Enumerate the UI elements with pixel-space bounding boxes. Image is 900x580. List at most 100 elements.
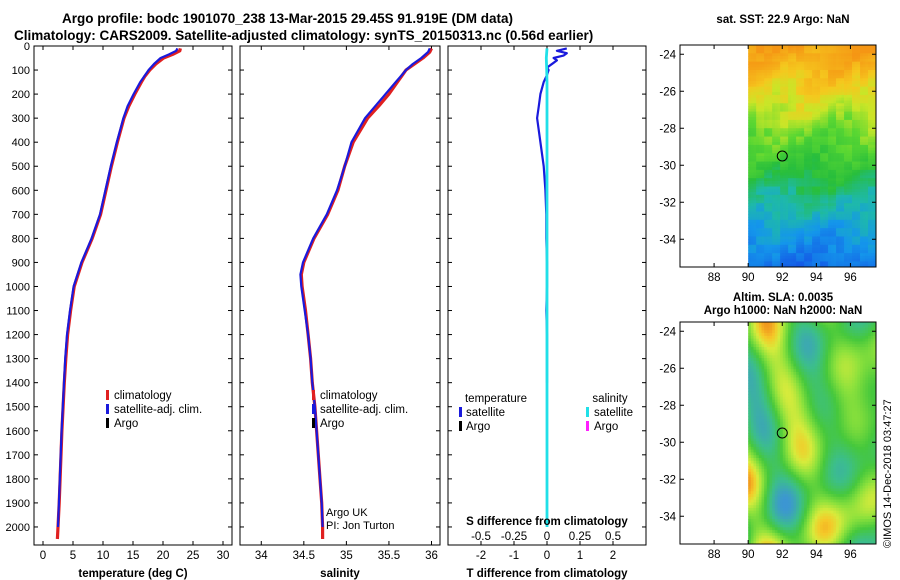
heatmap-cell [868,94,872,99]
heatmap-cell [857,360,861,365]
heatmap-cell [833,131,837,135]
heatmap-cell [782,133,786,137]
heatmap-cell [844,366,848,370]
heatmap-cell [865,100,869,104]
difference-series-temperature-satellite [535,47,568,383]
heatmap-cell [817,338,821,342]
heatmap-cell [838,86,842,90]
heatmap-cell [830,61,834,65]
heatmap-cell [846,366,850,370]
heatmap-cell [780,86,784,90]
heatmap-cell [769,147,773,151]
heatmap-cell [772,205,776,210]
heatmap-cell [812,239,816,243]
heatmap-cell [860,97,864,101]
heatmap-cell [854,330,858,334]
heatmap-cell [814,244,818,248]
heatmap-cell [841,75,845,79]
heatmap-cell [804,92,808,96]
heatmap-cell [838,153,842,157]
heatmap-cell [774,358,778,362]
heatmap-cell [753,352,757,356]
heatmap-cell [788,47,792,51]
heatmap-cell [828,335,832,340]
heatmap-cell [825,189,829,193]
heatmap-cell [849,89,853,93]
heatmap-cell [828,352,832,356]
heatmap-cell [865,183,869,187]
heatmap-cell [796,128,800,132]
heatmap-cell [854,81,858,85]
heatmap-cell [796,144,800,149]
heatmap-cell [820,69,824,74]
heatmap-cell [841,233,845,237]
heatmap-cell [777,225,781,229]
heatmap-cell [777,75,781,79]
heatmap-cell [849,338,853,342]
heatmap-cell [753,111,757,115]
heatmap-cell [798,156,802,160]
heatmap-cell [865,264,869,268]
heatmap-cell [782,83,786,88]
heatmap-cell [761,189,765,193]
heatmap-cell [804,327,808,331]
heatmap-cell [753,335,757,340]
heatmap-cell [780,247,784,251]
heatmap-cell [846,360,850,365]
heatmap-cell [820,180,824,185]
heatmap-cell [804,338,808,342]
heatmap-cell [785,67,789,71]
x-tick-label: 0 [544,550,550,562]
heatmap-cell [814,366,818,370]
heatmap-cell [785,363,789,367]
heatmap-cell [756,169,760,174]
heatmap-cell [769,214,773,218]
heatmap-cell [753,108,757,112]
heatmap-cell [804,136,808,140]
heatmap-cell [873,355,877,359]
heatmap-cell [804,117,808,121]
heatmap-cell [798,131,802,135]
heatmap-cell [780,169,784,174]
heatmap-cell [753,164,757,168]
heatmap-cell [836,236,840,240]
heatmap-cell [780,341,784,345]
heatmap-cell [854,92,858,96]
heatmap-cell [793,358,797,362]
heatmap-cell [844,200,848,204]
heatmap-cell [780,128,784,132]
heatmap-cell [756,253,760,257]
heatmap-cell [833,50,837,54]
heatmap-cell [772,349,776,353]
heatmap-cell [774,203,778,207]
heatmap-cell [750,183,754,187]
heatmap-cell [750,352,754,356]
heatmap-cell [777,346,781,351]
heatmap-cell [814,194,818,199]
heatmap-cell [860,58,864,63]
heatmap-cell [753,239,757,243]
heatmap-cell [790,324,794,328]
heatmap-cell [828,131,832,135]
heatmap-cell [849,133,853,137]
heatmap-cell [868,327,872,331]
heatmap-cell [865,156,869,160]
heatmap-cell [764,366,768,370]
heatmap-cell [841,128,845,132]
heatmap-cell [817,58,821,63]
heatmap-cell [758,69,762,74]
depth-tick-label: 1200 [6,330,30,342]
heatmap-cell [769,175,773,179]
heatmap-cell [860,117,864,121]
legend-group-title: salinity [592,393,627,405]
heatmap-cell [841,180,845,185]
heatmap-cell [825,122,829,126]
heatmap-cell [764,144,768,149]
heatmap-cell [772,86,776,90]
heatmap-cell [790,203,794,207]
heatmap-cell [796,183,800,187]
heatmap-cell [825,94,829,99]
heatmap-cell [812,360,816,365]
heatmap-cell [846,255,850,260]
heatmap-cell [748,338,752,342]
